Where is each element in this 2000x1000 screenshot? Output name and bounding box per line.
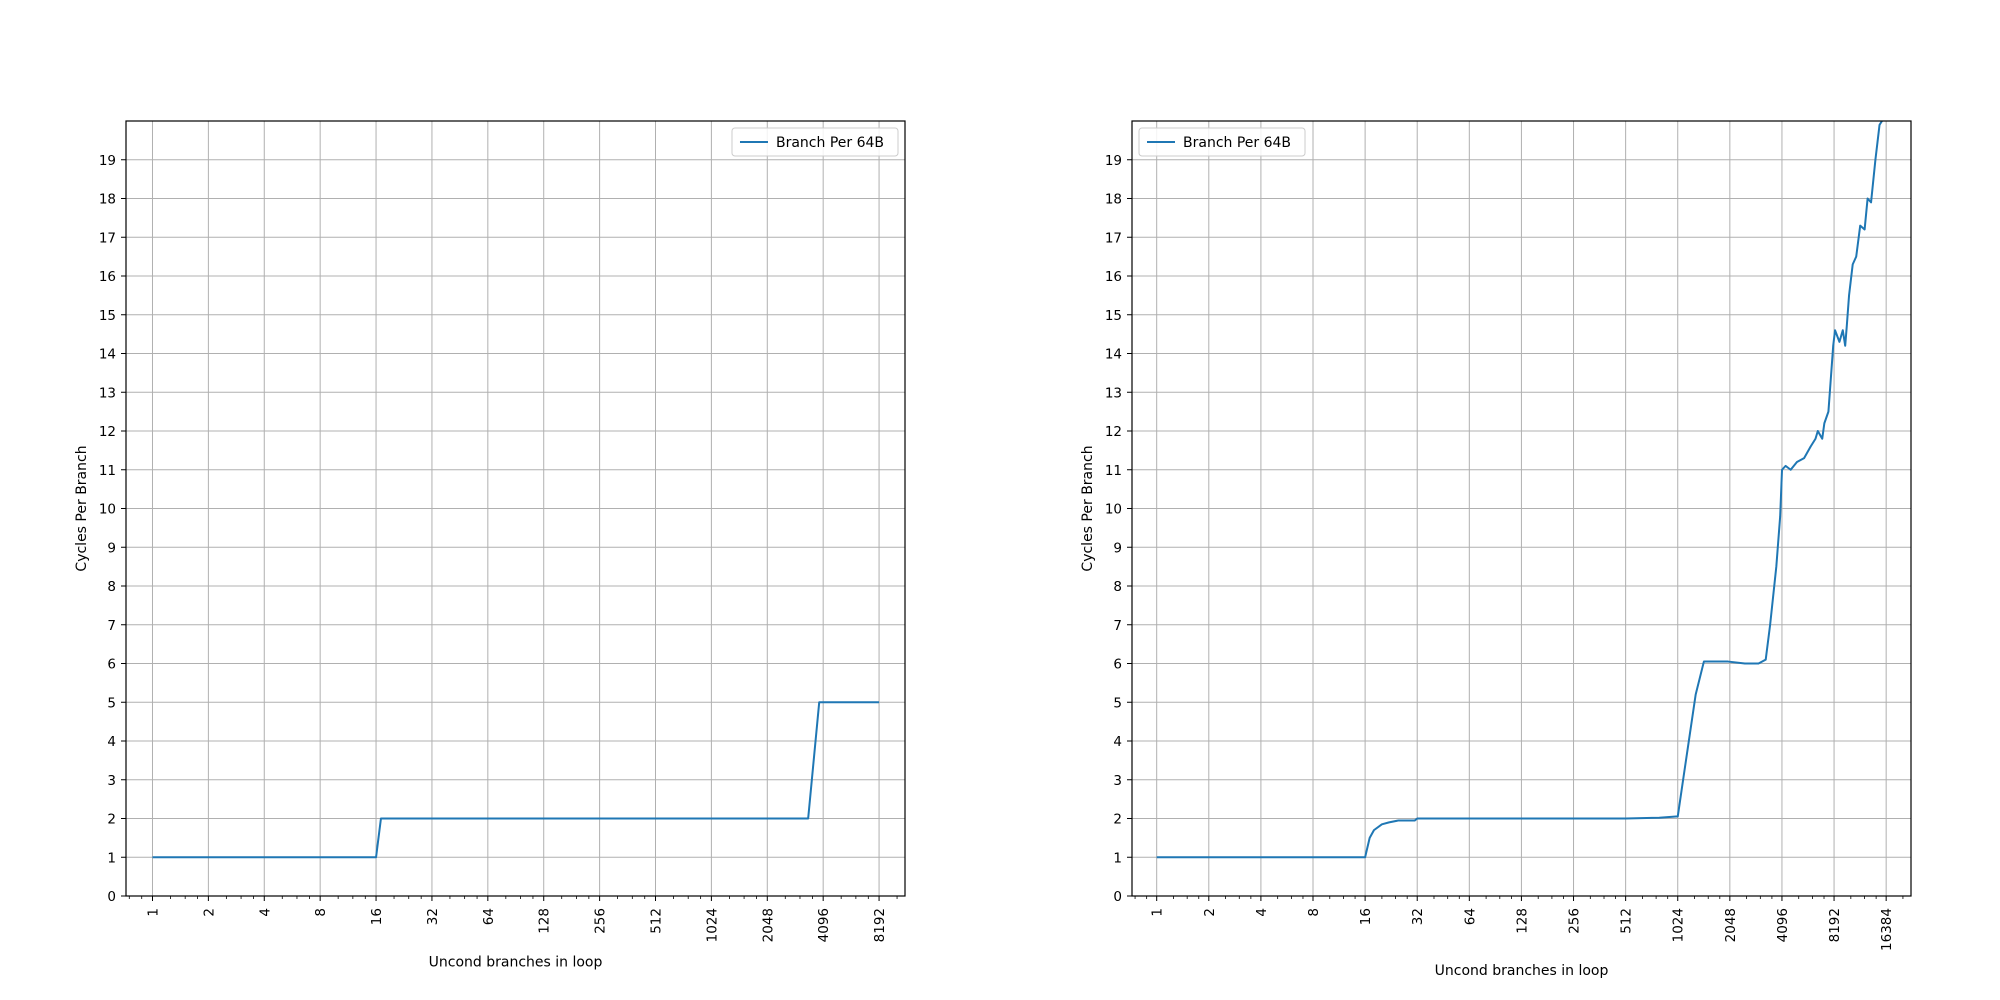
x-tick-label: 256	[1567, 908, 1583, 934]
x-tick-label: 1024	[704, 908, 720, 942]
y-tick-label: 10	[1105, 502, 1122, 518]
y-tick-label: 8	[107, 579, 116, 595]
y-tick-label: 18	[1105, 192, 1122, 208]
y-tick-label: 7	[1113, 618, 1122, 634]
y-tick-label: 14	[1105, 347, 1122, 363]
x-tick-label: 4096	[816, 908, 832, 942]
y-tick-label: 4	[107, 734, 116, 750]
x-tick-label: 128	[537, 908, 553, 934]
y-tick-label: 15	[1105, 308, 1122, 324]
x-tick-label: 512	[1619, 908, 1635, 934]
y-tick-label: 15	[99, 308, 116, 324]
x-tick-label: 64	[481, 908, 497, 925]
y-tick-label: 9	[1113, 540, 1122, 556]
y-tick-label: 5	[107, 695, 116, 711]
y-tick-label: 2	[1113, 812, 1122, 828]
y-tick-label: 7	[107, 618, 116, 634]
y-tick-label: 17	[99, 230, 116, 246]
y-tick-label: 17	[1105, 230, 1122, 246]
y-tick-label: 13	[99, 385, 116, 401]
y-tick-label: 19	[1105, 153, 1122, 169]
y-tick-label: 6	[107, 657, 116, 673]
x-tick-label: 512	[649, 908, 665, 934]
plot-frame	[125, 120, 906, 897]
legend-label: Branch Per 64B	[1183, 135, 1291, 151]
x-tick-label: 4	[257, 908, 273, 917]
y-axis-label: Cycles Per Branch	[1080, 445, 1096, 571]
y-tick-label: 0	[1113, 889, 1122, 905]
x-tick-label: 2048	[760, 908, 776, 942]
y-tick-label: 0	[107, 889, 116, 905]
y-tick-label: 16	[99, 269, 116, 285]
plot-frame	[1131, 120, 1912, 897]
x-tick-label: 8192	[1827, 908, 1843, 942]
x-tick-label: 256	[593, 908, 609, 934]
legend: Branch Per 64B	[1138, 127, 1306, 157]
x-tick-label: 1	[1150, 908, 1166, 917]
y-tick-label: 2	[107, 812, 116, 828]
y-tick-label: 19	[99, 153, 116, 169]
x-tick-label: 1	[145, 908, 161, 917]
legend-box	[731, 127, 899, 157]
x-tick-label: 2048	[1723, 908, 1739, 942]
y-tick-label: 1	[107, 850, 116, 866]
x-tick-label: 4	[1254, 908, 1270, 917]
series-line	[152, 701, 880, 859]
x-tick-label: 128	[1514, 908, 1530, 934]
y-tick-label: 6	[1113, 657, 1122, 673]
x-tick-label: 4096	[1775, 908, 1791, 942]
x-tick-label: 1024	[1671, 908, 1687, 942]
x-tick-label: 32	[1410, 908, 1426, 925]
y-tick-label: 4	[1113, 734, 1122, 750]
x-axis-label: Uncond branches in loop	[1435, 963, 1609, 979]
y-tick-label: 9	[107, 540, 116, 556]
y-tick-label: 8	[1113, 579, 1122, 595]
y-tick-label: 10	[99, 502, 116, 518]
y-tick-label: 16	[1105, 269, 1122, 285]
legend-box	[1138, 127, 1306, 157]
y-tick-label: 18	[99, 192, 116, 208]
y-tick-label: 14	[99, 347, 116, 363]
x-tick-label: 8	[313, 908, 329, 917]
series-line	[1156, 121, 1884, 859]
x-tick-label: 32	[425, 908, 441, 925]
x-tick-label: 64	[1462, 908, 1478, 925]
y-tick-label: 11	[1105, 463, 1122, 479]
y-tick-label: 5	[1113, 695, 1122, 711]
y-tick-label: 12	[99, 424, 116, 440]
legend: Branch Per 64B	[731, 127, 899, 157]
y-tick-label: 3	[1113, 773, 1122, 789]
y-tick-label: 12	[1105, 424, 1122, 440]
y-tick-label: 3	[107, 773, 116, 789]
x-tick-label: 2	[1202, 908, 1218, 917]
x-axis-label: Uncond branches in loop	[429, 954, 603, 970]
x-tick-label: 2	[201, 908, 217, 917]
y-tick-label: 1	[1113, 850, 1122, 866]
x-tick-label: 16	[1358, 908, 1374, 925]
x-tick-label: 8192	[872, 908, 888, 942]
legend-label: Branch Per 64B	[776, 135, 884, 151]
x-tick-label: 16384	[1879, 908, 1895, 951]
y-tick-label: 11	[99, 463, 116, 479]
x-tick-label: 8	[1306, 908, 1322, 917]
x-tick-label: 16	[369, 908, 385, 925]
y-tick-label: 13	[1105, 385, 1122, 401]
y-axis-label: Cycles Per Branch	[74, 445, 90, 571]
